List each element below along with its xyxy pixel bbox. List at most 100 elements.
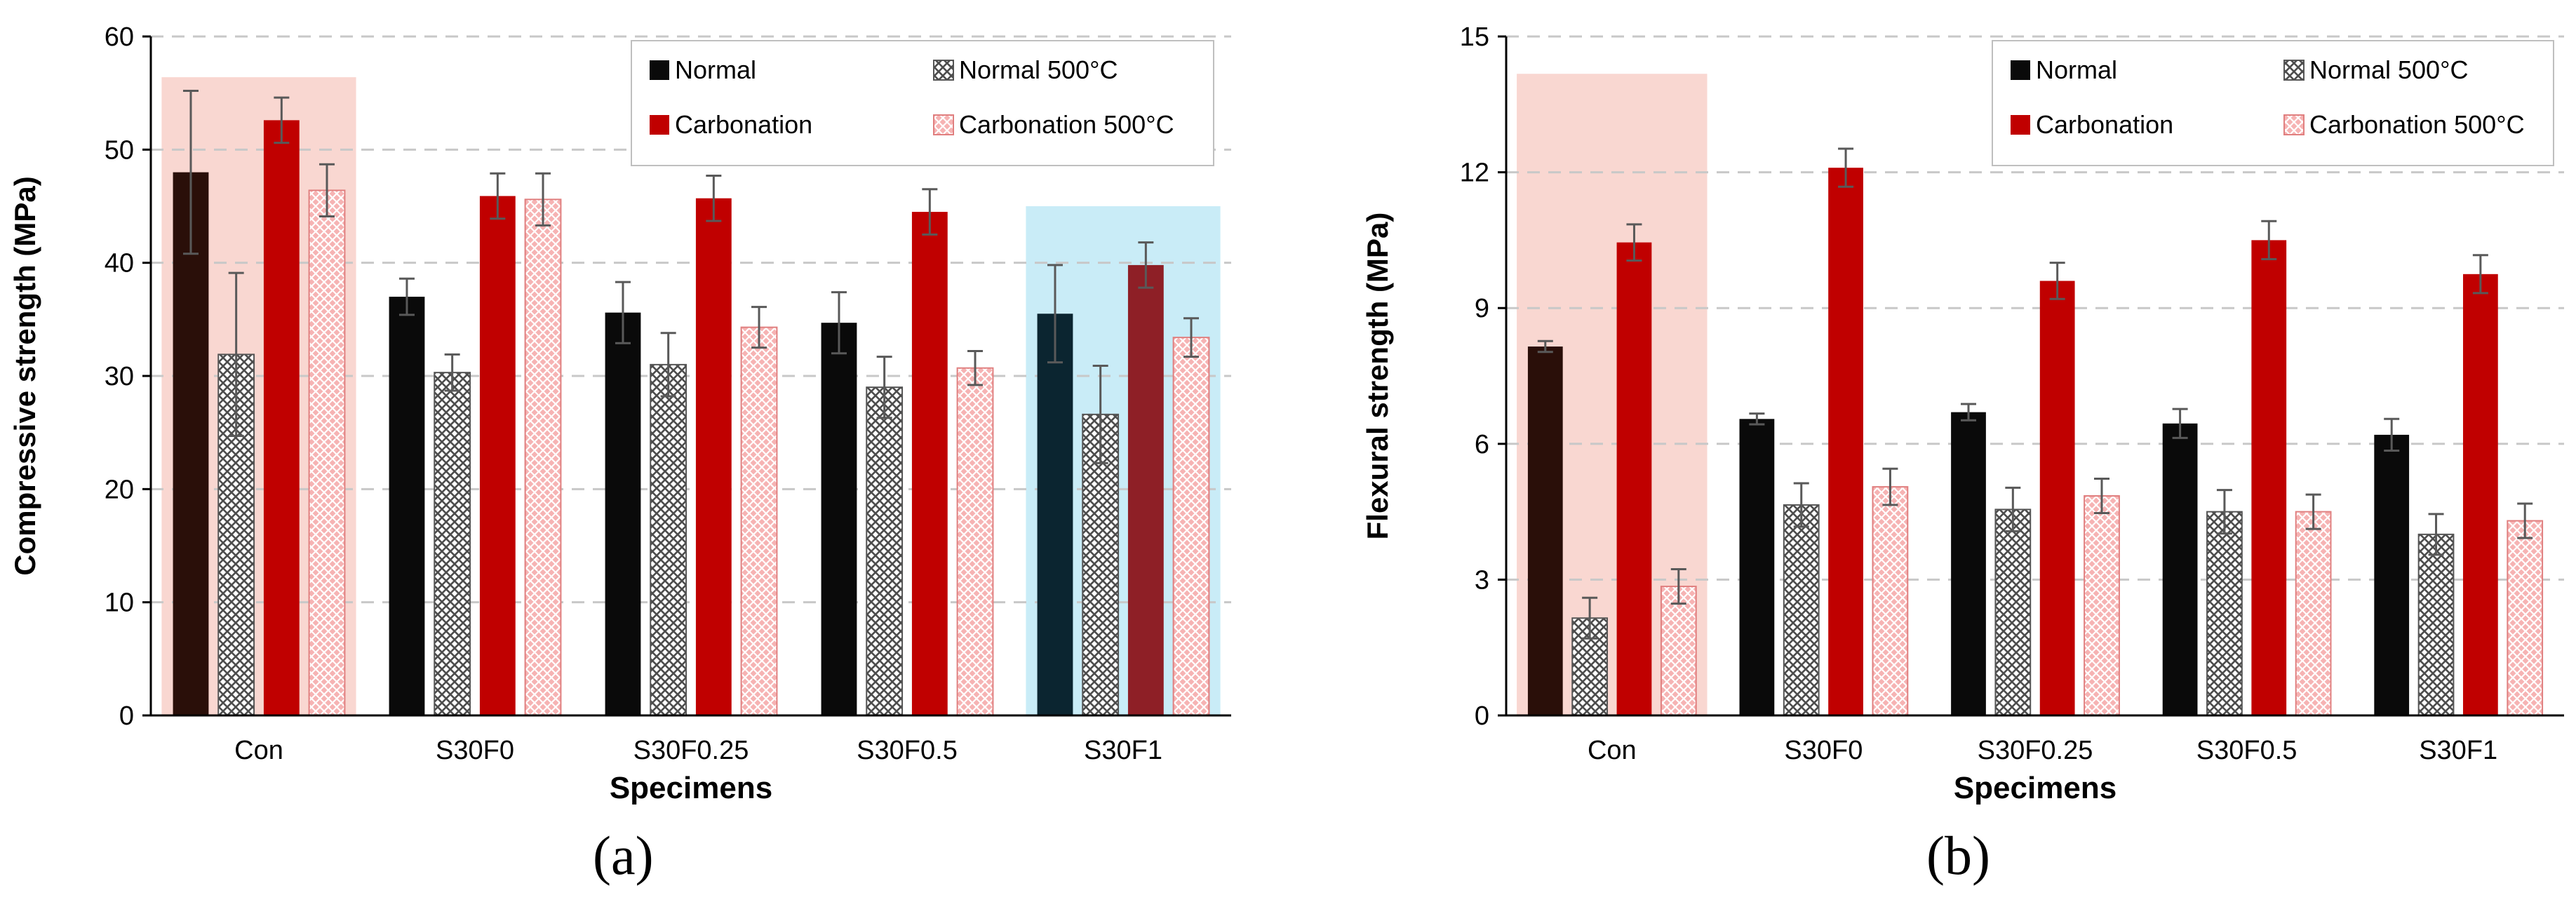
error-bar-normal-s30f0-5	[831, 291, 847, 355]
error-bar-carbonation-con	[1626, 223, 1642, 262]
legend-label-normal-500-c: Normal 500°C	[2309, 55, 2468, 84]
y-axis-title: Flexural strength (MPa)	[1361, 213, 1394, 540]
x-axis-title: Specimens	[1954, 771, 2117, 805]
bar-normal-500-c-s30f0-25	[650, 363, 687, 716]
bar-normal-s30f1	[2374, 434, 2410, 715]
bar-normal-500-c-s30f0-5	[866, 386, 904, 717]
flexural-strength-chart: 0 3 6 9 12 15 Con S30F0 S30F0.25 S30F0.5 S30F1 Spec…	[1361, 22, 2564, 805]
error-bar-normal-500-c-s30f1	[2428, 513, 2444, 556]
x-tick-label-con: Con	[234, 736, 283, 765]
y-tick-label: 60	[105, 22, 134, 52]
error-bar-carbonation-500-c-s30f0-25	[2094, 477, 2110, 515]
error-bar-normal-500-c-s30f0-25	[660, 332, 676, 398]
y-tick-label: 40	[105, 249, 134, 278]
legend: Normal Normal 500°C Carbonation Carbonation…	[1992, 40, 2554, 166]
error-bar-carbonation-s30f0	[1838, 147, 1854, 188]
x-tick-label-s30f0: S30F0	[436, 736, 514, 765]
bar-carbonation-500-c-s30f1	[2507, 520, 2544, 716]
error-bar-carbonation-s30f0	[490, 172, 506, 220]
x-axis-title: Specimens	[610, 771, 772, 805]
bar-normal-con	[173, 172, 209, 716]
error-bar-carbonation-500-c-con	[1670, 568, 1686, 605]
x-tick-label-s30f0-25: S30F0.25	[633, 736, 749, 765]
legend-label-normal: Normal	[2036, 55, 2117, 84]
bar-carbonation-s30f1	[2462, 274, 2498, 715]
bar-carbonation-500-c-s30f0	[524, 198, 562, 716]
x-tick-label-con: Con	[1588, 736, 1637, 765]
legend-box	[1992, 40, 2554, 166]
compressive-strength-chart: 0 10 20 30 40 50 60 Con S30F0 S30F0.25 S30F0.5 S30F…	[8, 22, 1231, 805]
error-bar-carbonation-500-c-s30f0-25	[751, 306, 767, 349]
bar-carbonation-con	[1616, 242, 1652, 715]
bar-carbonation-500-c-s30f0-25	[2084, 495, 2120, 716]
bar-carbonation-s30f0-25	[695, 198, 732, 715]
error-bar-carbonation-s30f1	[1138, 241, 1154, 289]
x-tick-label-s30f1: S30F1	[2419, 736, 2497, 765]
y-tick-label: 3	[1475, 565, 1489, 595]
error-bar-carbonation-500-c-s30f1	[2517, 502, 2533, 539]
error-bar-carbonation-500-c-s30f0	[535, 172, 551, 227]
panel-label-a: (a)	[593, 825, 654, 886]
legend-swatch-normal-500-c	[933, 60, 954, 81]
legend-label-carbonation-500-c: Carbonation 500°C	[2309, 110, 2525, 139]
error-bar-normal-con	[182, 89, 199, 255]
legend-label-carbonation: Carbonation	[2036, 110, 2173, 139]
legend-swatch-carbonation-500-c	[933, 114, 954, 135]
y-tick-label: 50	[105, 135, 134, 165]
bar-normal-500-c-s30f0-25	[1994, 509, 2032, 717]
bar-carbonation-500-c-s30f0	[1872, 486, 1909, 717]
bar-carbonation-500-c-con	[1660, 586, 1697, 717]
x-tick-label-s30f1: S30F1	[1084, 736, 1162, 765]
bar-carbonation-s30f0-25	[2039, 281, 2075, 716]
y-tick-label: 9	[1475, 294, 1489, 323]
y-axis-title: Compressive strength (MPa)	[8, 176, 41, 575]
bar-normal-s30f0-5	[821, 323, 857, 715]
legend-label-carbonation: Carbonation	[675, 110, 812, 139]
bar-carbonation-s30f0-5	[2251, 240, 2287, 715]
bar-normal-s30f0-25	[1951, 412, 1986, 715]
error-bar-carbonation-500-c-s30f0-5	[2305, 493, 2321, 530]
bar-carbonation-500-c-con	[308, 189, 346, 716]
error-bar-normal-s30f0-25	[1960, 403, 1976, 422]
error-bar-normal-s30f1	[2384, 417, 2400, 452]
x-tick-label-s30f0: S30F0	[1784, 736, 1863, 765]
legend-label-normal-500-c: Normal 500°C	[959, 55, 1118, 84]
error-bar-normal-500-c-s30f0-5	[2216, 489, 2232, 535]
bar-carbonation-500-c-s30f1	[1172, 337, 1210, 716]
bar-normal-500-c-s30f0	[434, 372, 471, 716]
bar-normal-500-c-con	[217, 354, 255, 716]
error-bar-normal-500-c-s30f0-5	[876, 356, 892, 419]
error-bar-carbonation-con	[274, 96, 290, 144]
error-bar-normal-s30f0	[398, 277, 415, 316]
x-tick-label-s30f0-5: S30F0.5	[857, 736, 958, 765]
bar-normal-s30f0	[1739, 419, 1775, 715]
error-bar-normal-500-c-s30f0	[444, 353, 460, 392]
bar-normal-s30f0	[389, 297, 425, 716]
error-bar-normal-s30f0	[1749, 412, 1765, 426]
error-bar-normal-500-c-s30f0	[1793, 482, 1809, 528]
error-bar-carbonation-500-c-s30f1	[1183, 317, 1200, 358]
legend-swatch-carbonation	[650, 115, 669, 135]
bar-carbonation-500-c-s30f0-5	[956, 367, 994, 716]
error-bar-carbonation-500-c-s30f0-5	[967, 350, 984, 386]
error-bar-carbonation-s30f0-25	[706, 174, 722, 222]
panel-label-b: (b)	[1926, 825, 1990, 886]
error-bar-normal-500-c-con	[228, 271, 244, 438]
bar-carbonation-s30f1	[1127, 264, 1164, 716]
y-tick-label: 10	[105, 588, 134, 618]
error-bar-normal-500-c-s30f0-25	[2005, 486, 2021, 532]
bar-carbonation-500-c-s30f0-25	[740, 326, 778, 717]
y-tick-label: 15	[1460, 22, 1489, 52]
error-bar-normal-500-c-con	[1582, 596, 1598, 640]
bar-normal-500-c-s30f1	[2417, 533, 2455, 716]
legend-swatch-normal-500-c	[2283, 60, 2305, 81]
error-bar-carbonation-s30f0-5	[922, 188, 938, 236]
y-tick-label: 6	[1475, 430, 1489, 459]
legend: Normal Normal 500°C Carbonation Carbonation…	[631, 40, 1214, 166]
bar-normal-500-c-s30f0	[1783, 504, 1820, 716]
legend-label-normal: Normal	[675, 55, 756, 84]
bar-normal-s30f1	[1037, 314, 1073, 715]
x-tick-label-s30f0-25: S30F0.25	[1978, 736, 2093, 765]
error-bar-carbonation-s30f1	[2472, 254, 2488, 295]
